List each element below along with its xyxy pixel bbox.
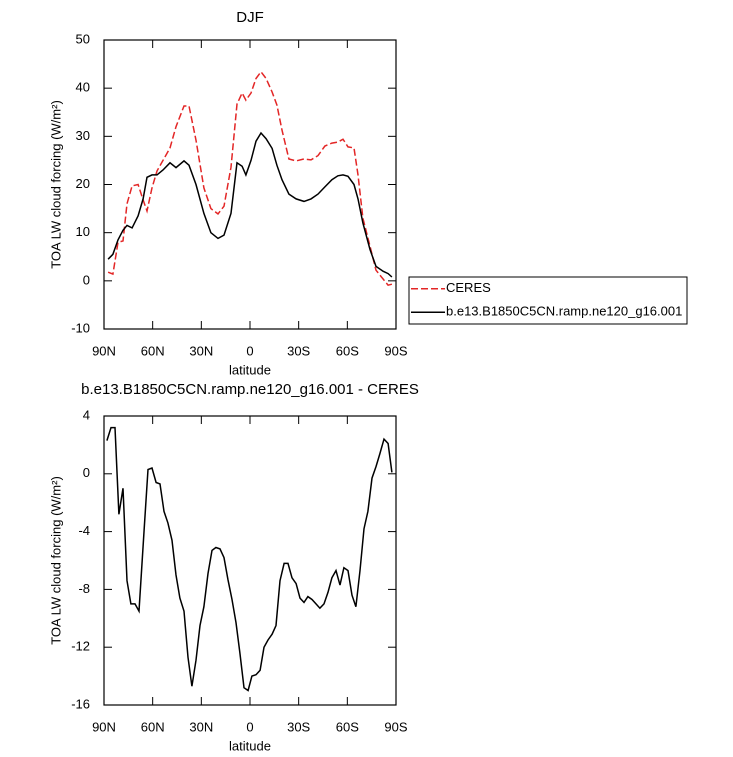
y-tick-label: 40: [76, 80, 90, 95]
y-tick-label: 10: [76, 224, 90, 239]
x-tick-label: 60S: [336, 719, 359, 734]
y-tick-label: -12: [71, 639, 90, 654]
x-tick-label: 90S: [384, 343, 407, 358]
chart-title: b.e13.B1850C5CN.ramp.ne120_g16.001 - CER…: [81, 381, 419, 398]
x-tick-label: 60S: [336, 343, 359, 358]
x-tick-label: 90N: [92, 719, 116, 734]
x-tick-label: 30S: [287, 343, 310, 358]
x-axis-label: latitude: [229, 362, 271, 377]
y-tick-label: 0: [83, 272, 90, 287]
legend-box: [408, 276, 688, 325]
x-tick-label: 30S: [287, 719, 310, 734]
chart-title: DJF: [236, 9, 264, 26]
plot-frame: [103, 415, 397, 706]
y-tick-label: -4: [78, 523, 90, 538]
x-tick-label: 60N: [141, 719, 165, 734]
x-tick-label: 90S: [384, 719, 407, 734]
y-axis-label: TOA LW cloud forcing (W/m²): [48, 100, 63, 269]
y-tick-label: 4: [83, 407, 90, 422]
y-tick-label: 0: [83, 465, 90, 480]
x-axis-label: latitude: [229, 738, 271, 753]
x-tick-label: 30N: [189, 343, 213, 358]
series-line: [106, 426, 393, 692]
y-tick-label: -10: [71, 320, 90, 335]
y-tick-label: -8: [78, 581, 90, 596]
x-tick-label: 90N: [92, 343, 116, 358]
legend-label: b.e13.B1850C5CN.ramp.ne120_g16.001: [446, 304, 682, 319]
legend-label: CERES: [446, 280, 491, 295]
plot-frame: [103, 39, 397, 330]
x-tick-label: 60N: [141, 343, 165, 358]
y-tick-label: 20: [76, 176, 90, 191]
y-tick-label: -16: [71, 696, 90, 711]
x-tick-label: 0: [246, 719, 253, 734]
x-tick-label: 0: [246, 343, 253, 358]
x-tick-label: 30N: [189, 719, 213, 734]
y-axis-label: TOA LW cloud forcing (W/m²): [48, 476, 63, 645]
y-tick-label: 30: [76, 128, 90, 143]
series-line: [107, 131, 393, 278]
y-tick-label: 50: [76, 31, 90, 46]
series-line: [107, 70, 393, 287]
